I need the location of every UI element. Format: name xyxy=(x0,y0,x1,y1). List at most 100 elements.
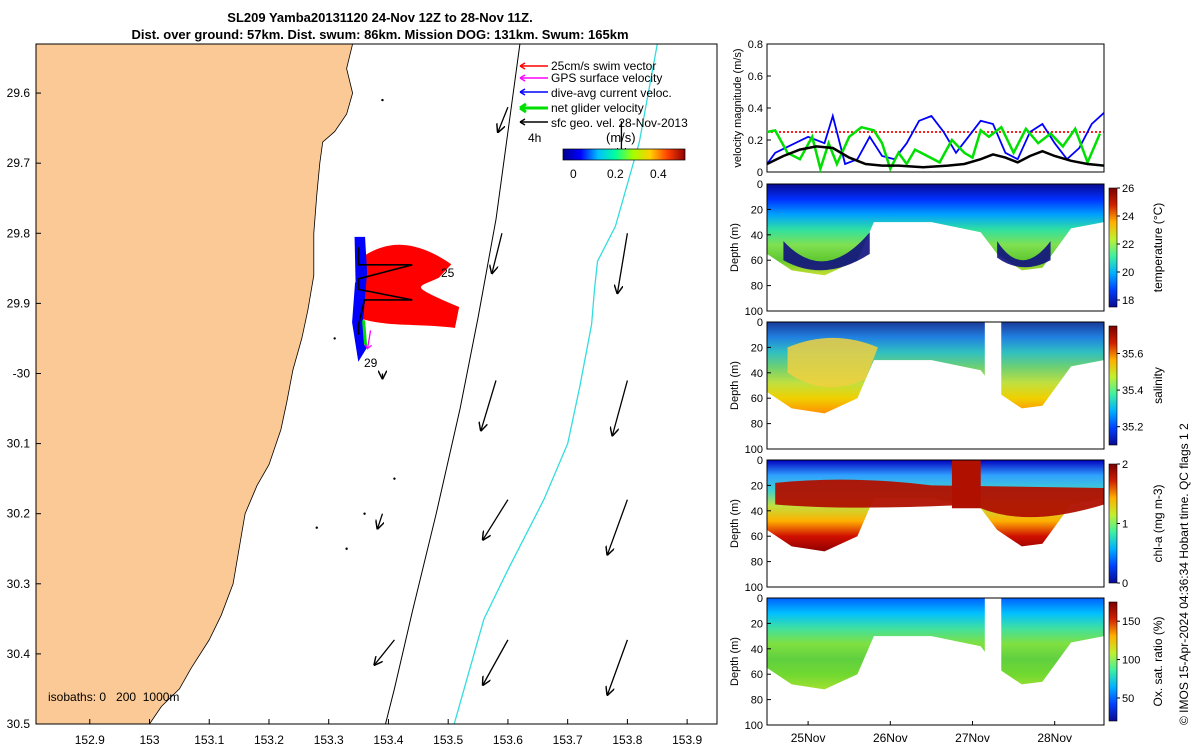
depth-tick-label: 20 xyxy=(751,342,763,354)
depth-tick-label: 0 xyxy=(757,593,763,605)
map-frame xyxy=(35,43,718,725)
depth-tick-label: 100 xyxy=(745,720,763,732)
velocity-y-tick-label: 0.2 xyxy=(748,135,763,147)
x-tick-label: 153.2 xyxy=(254,733,284,747)
net-velocity-mark xyxy=(362,320,368,346)
time-tick-label: 27Nov xyxy=(955,731,990,745)
geo-velocity-vector xyxy=(483,639,509,685)
y-tick-label: -30 xyxy=(13,366,31,380)
depth-tick-label: 20 xyxy=(751,204,763,216)
geo-velocity-vector xyxy=(374,639,395,665)
geo-velocity-vector xyxy=(377,513,382,529)
title-line-2: Dist. over ground: 57km. Dist. swum: 86k… xyxy=(131,27,629,42)
data-gap xyxy=(984,598,1002,725)
x-tick-label: 153.4 xyxy=(373,733,403,747)
map-legend: 25cm/s swim vector GPS surface velocity … xyxy=(519,59,688,181)
velocity-y-tick-label: 0.4 xyxy=(748,103,763,115)
track-day-label-29: 29 xyxy=(364,356,378,370)
y-tick-label: 29.7 xyxy=(7,156,31,170)
salty-core xyxy=(787,337,878,388)
depth-tick-label: 20 xyxy=(751,480,763,492)
y-tick-label: 30.4 xyxy=(7,647,31,661)
velocity-y-tick-label: 0.8 xyxy=(748,39,763,51)
x-tick-label: 153.5 xyxy=(433,733,463,747)
depth-tick-label: 0 xyxy=(757,317,763,329)
colorbar-tick-1: 0.2 xyxy=(607,167,624,181)
y-tick-label: 30.3 xyxy=(7,577,31,591)
swim-vector-fan xyxy=(352,236,460,362)
colorbar-tick-label: 22 xyxy=(1122,239,1134,251)
legend-geo-label: sfc geo. vel. 28-Nov-2013 xyxy=(551,116,688,130)
section-panel-frame xyxy=(766,459,1105,588)
colorbar-tick-label: 18 xyxy=(1122,295,1134,307)
colorbar-label: Ox. sat. ratio (%) xyxy=(1151,616,1165,706)
depth-tick-label: 0 xyxy=(757,179,763,191)
depth-axis-label: Depth (m) xyxy=(729,637,741,686)
rock-mark xyxy=(381,98,384,102)
velocity-y-tick-label: 0 xyxy=(757,167,763,179)
colorbar-tick-0: 0 xyxy=(570,167,577,181)
depth-tick-label: 60 xyxy=(751,669,763,681)
section-panel-frame xyxy=(766,321,1105,450)
geo-velocity-vector xyxy=(492,233,503,273)
depth-tick-label: 0 xyxy=(757,455,763,467)
depth-tick-label: 80 xyxy=(751,281,763,293)
section-panel-frame xyxy=(766,597,1105,726)
legend-swim-label: 25cm/s swim vector xyxy=(551,59,656,73)
credit-text: © IMOS 15-Apr-2024 04:36:34 Hobart time.… xyxy=(1177,423,1191,725)
colorbar-tick-label: 35.4 xyxy=(1122,385,1143,397)
depth-axis-label: Depth (m) xyxy=(729,223,741,272)
depth-tick-label: 20 xyxy=(751,618,763,630)
coastline-land xyxy=(36,44,354,724)
legend-gps-label: GPS surface velocity xyxy=(551,71,662,85)
velocity-series-line xyxy=(766,112,1105,166)
x-tick-label: 153.3 xyxy=(314,733,344,747)
geo-velocity-vector xyxy=(617,233,629,293)
section-colorbar xyxy=(1108,325,1118,446)
colorbar-tick-label: 20 xyxy=(1122,267,1134,279)
rock-mark xyxy=(363,512,366,515)
colorbar-unit-label: (m/s) xyxy=(606,130,636,145)
colorbar-tick-label: 35.2 xyxy=(1122,422,1143,434)
colorbar-tick-label: 2 xyxy=(1122,459,1128,471)
y-tick-label: 29.9 xyxy=(7,296,31,310)
track-day-label-25: 25 xyxy=(441,266,455,280)
depth-tick-label: 40 xyxy=(751,506,763,518)
time-tick-label: 26Nov xyxy=(873,731,908,745)
depth-axis-label: Depth (m) xyxy=(729,499,741,548)
colorbar-label: temperature (°C) xyxy=(1151,203,1165,293)
title-line-1: SL209 Yamba20131120 24-Nov 12Z to 28-Nov… xyxy=(227,10,533,25)
velocity-series-line xyxy=(766,125,1102,174)
colorbar-tick-label: 150 xyxy=(1122,616,1140,628)
rock-mark xyxy=(333,337,336,340)
data-gap xyxy=(984,322,1002,449)
depth-tick-label: 60 xyxy=(751,393,763,405)
geo-velocity-vector xyxy=(481,380,497,430)
legend-current-label: dive-avg current veloc. xyxy=(551,86,672,100)
geo-velocity-vector xyxy=(483,499,509,540)
depth-tick-label: 40 xyxy=(751,644,763,656)
y-tick-label: 29.6 xyxy=(7,86,31,100)
x-tick-label: 153.6 xyxy=(493,733,523,747)
section-panel-frame xyxy=(766,183,1105,312)
depth-tick-label: 40 xyxy=(751,230,763,242)
y-tick-label: 30.2 xyxy=(7,507,31,521)
depth-axis-label: Depth (m) xyxy=(729,361,741,410)
y-tick-label: 29.8 xyxy=(7,226,31,240)
colorbar-tick-label: 0 xyxy=(1122,578,1128,590)
geo-velocity-vector xyxy=(607,639,629,695)
colorbar-tick-label: 35.6 xyxy=(1122,348,1143,360)
section-colorbar xyxy=(1108,187,1118,308)
depth-tick-label: 60 xyxy=(751,255,763,267)
colorbar-tick-label: 50 xyxy=(1122,693,1134,705)
y-tick-label: 30.5 xyxy=(7,717,31,731)
section-colorbar xyxy=(1108,463,1118,584)
velocity-y-label: velocity magnitude (m/s) xyxy=(732,48,744,167)
legend-net-label: net glider velocity xyxy=(551,101,644,115)
geo-velocity-vector xyxy=(607,499,629,555)
depth-tick-label: 60 xyxy=(751,531,763,543)
section-colorbar xyxy=(1108,601,1118,722)
depth-tick-label: 100 xyxy=(745,582,763,594)
